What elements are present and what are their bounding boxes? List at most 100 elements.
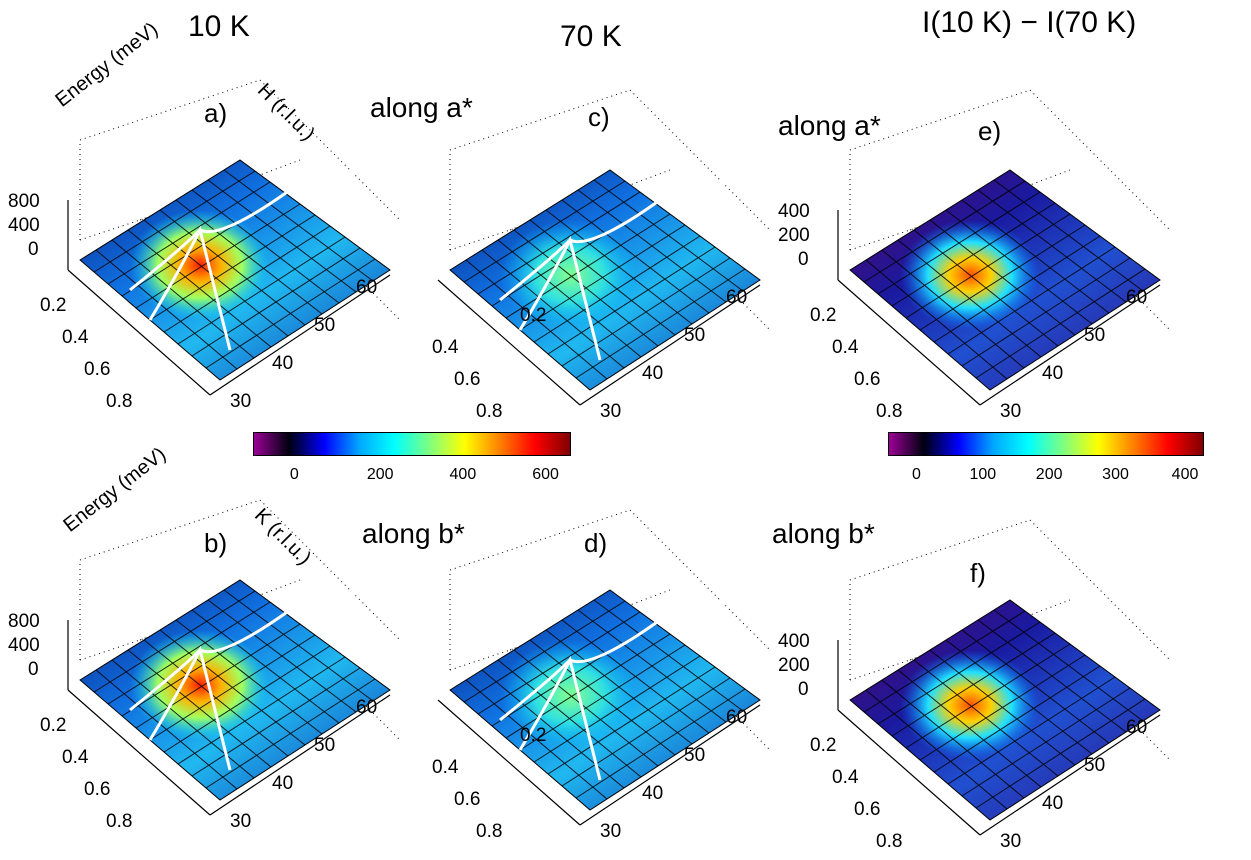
panel-letter: b) bbox=[204, 528, 228, 558]
energy-tick-label: 50 bbox=[684, 745, 706, 766]
surface-mesh bbox=[463, 179, 746, 380]
energy-tick-label: 30 bbox=[230, 391, 252, 412]
z-tick-label: 0 bbox=[28, 239, 39, 260]
q-tick-label: 0.4 bbox=[832, 767, 859, 788]
energy-tick-label: 50 bbox=[684, 325, 706, 346]
energy-tick-label: 60 bbox=[356, 697, 378, 718]
colorbar-difference bbox=[888, 432, 1204, 456]
z-tick-label: 0 bbox=[798, 679, 809, 700]
dispersion-lines bbox=[499, 598, 731, 781]
colorbar-tick-label: 100 bbox=[969, 466, 997, 483]
axes bbox=[437, 699, 761, 826]
axes bbox=[67, 200, 391, 396]
colorbar-tick-label: 200 bbox=[1035, 466, 1063, 483]
panel-letter: c) bbox=[588, 102, 610, 132]
surface-plot-b bbox=[67, 499, 401, 816]
energy-tick-label: 30 bbox=[600, 401, 622, 422]
column-title-70k: 70 K bbox=[560, 20, 622, 53]
energy-tick-label: 40 bbox=[272, 773, 294, 794]
z-tick-label: 400 bbox=[778, 631, 810, 652]
q-tick-label: 0.2 bbox=[40, 715, 67, 736]
colorbar-tick-label: 600 bbox=[532, 466, 559, 483]
energy-tick-label: 30 bbox=[1000, 401, 1022, 422]
q-tick-label: 0.8 bbox=[476, 821, 503, 842]
surface-mesh bbox=[93, 169, 376, 370]
q-tick-label: 0.8 bbox=[106, 391, 133, 412]
q-tick-label: 0.6 bbox=[454, 789, 481, 810]
q-tick-label: 0.8 bbox=[106, 811, 133, 832]
panel-letter: a) bbox=[204, 98, 228, 128]
axes bbox=[837, 210, 1161, 406]
colorbar-tick-label: 0 bbox=[911, 466, 921, 483]
energy-tick-label: 60 bbox=[1126, 287, 1148, 308]
axes bbox=[437, 279, 761, 406]
q-tick-label: 0.2 bbox=[40, 295, 67, 316]
z-tick-label: 200 bbox=[778, 225, 810, 246]
surface-mesh bbox=[863, 609, 1146, 810]
row-label-along-a-left: along a* bbox=[370, 92, 473, 123]
z-tick-label: 200 bbox=[778, 655, 810, 676]
q-tick-label: 0.4 bbox=[62, 747, 89, 768]
surface-plot-c bbox=[437, 89, 771, 406]
surface-plot-f bbox=[837, 519, 1171, 836]
q-tick-label: 0.2 bbox=[520, 305, 547, 326]
column-title-10k: 10 K bbox=[188, 10, 250, 43]
z-tick-label: 0 bbox=[798, 249, 809, 270]
energy-tick-label: 60 bbox=[1126, 717, 1148, 738]
axes bbox=[67, 620, 391, 816]
row-label-along-b-right: along b* bbox=[772, 518, 875, 549]
z-tick-label: 400 bbox=[8, 635, 40, 656]
energy-axis-label-a: Energy (meV) bbox=[51, 18, 163, 112]
z-tick-label: 400 bbox=[8, 215, 40, 236]
colorbar-tick-label: 400 bbox=[1171, 466, 1199, 483]
row-label-along-a-right: along a* bbox=[778, 110, 881, 141]
panel-letter: e) bbox=[978, 116, 1002, 146]
panel-letter: d) bbox=[584, 528, 608, 558]
energy-tick-label: 60 bbox=[726, 707, 748, 728]
energy-tick-label: 50 bbox=[314, 735, 336, 756]
q-tick-label: 0.6 bbox=[854, 799, 881, 820]
q-tick-label: 0.6 bbox=[454, 369, 481, 390]
energy-tick-label: 30 bbox=[600, 821, 622, 842]
z-tick-label: 800 bbox=[8, 611, 40, 632]
energy-tick-label: 40 bbox=[642, 363, 664, 384]
q-tick-label: 0.2 bbox=[520, 725, 547, 746]
energy-tick-label: 50 bbox=[314, 315, 336, 336]
surface-mesh bbox=[863, 179, 1146, 380]
q-tick-label: 0.6 bbox=[84, 359, 111, 380]
row-label-along-b-left: along b* bbox=[362, 518, 465, 549]
q-tick-label: 0.2 bbox=[810, 305, 837, 326]
panel-letter: f) bbox=[970, 558, 986, 588]
energy-tick-label: 40 bbox=[1042, 793, 1064, 814]
energy-tick-label: 50 bbox=[1084, 325, 1106, 346]
dispersion-lines bbox=[129, 168, 361, 351]
energy-tick-label: 50 bbox=[1084, 755, 1106, 776]
q-tick-label: 0.8 bbox=[476, 401, 503, 422]
surface-plot-e bbox=[837, 89, 1171, 406]
axes bbox=[837, 640, 1161, 836]
energy-tick-label: 40 bbox=[642, 783, 664, 804]
z-tick-label: 0 bbox=[28, 659, 39, 680]
z-tick-label: 400 bbox=[778, 201, 810, 222]
q-tick-label: 0.4 bbox=[62, 327, 89, 348]
colorbar-intensity bbox=[253, 432, 571, 456]
q-tick-label: 0.4 bbox=[432, 337, 459, 358]
energy-tick-label: 40 bbox=[272, 353, 294, 374]
q-tick-label: 0.4 bbox=[832, 337, 859, 358]
dispersion-lines bbox=[499, 178, 731, 361]
colorbar-tick-label: 300 bbox=[1102, 466, 1129, 483]
colorbar-tick-label: 200 bbox=[366, 466, 394, 483]
dispersion-lines bbox=[129, 588, 361, 771]
colorbar-tick-label: 400 bbox=[449, 466, 477, 483]
q-tick-label: 0.6 bbox=[84, 779, 111, 800]
q-tick-label: 0.2 bbox=[810, 735, 837, 756]
energy-tick-label: 40 bbox=[1042, 363, 1064, 384]
q-tick-label: 0.6 bbox=[854, 369, 881, 390]
energy-tick-label: 60 bbox=[356, 277, 378, 298]
energy-tick-label: 60 bbox=[726, 287, 748, 308]
q-tick-label: 0.8 bbox=[876, 401, 903, 422]
surface-mesh bbox=[93, 589, 376, 790]
q-tick-label: 0.4 bbox=[432, 757, 459, 778]
energy-tick-label: 30 bbox=[230, 811, 252, 832]
column-title-difference: I(10 K) − I(70 K) bbox=[922, 6, 1137, 39]
